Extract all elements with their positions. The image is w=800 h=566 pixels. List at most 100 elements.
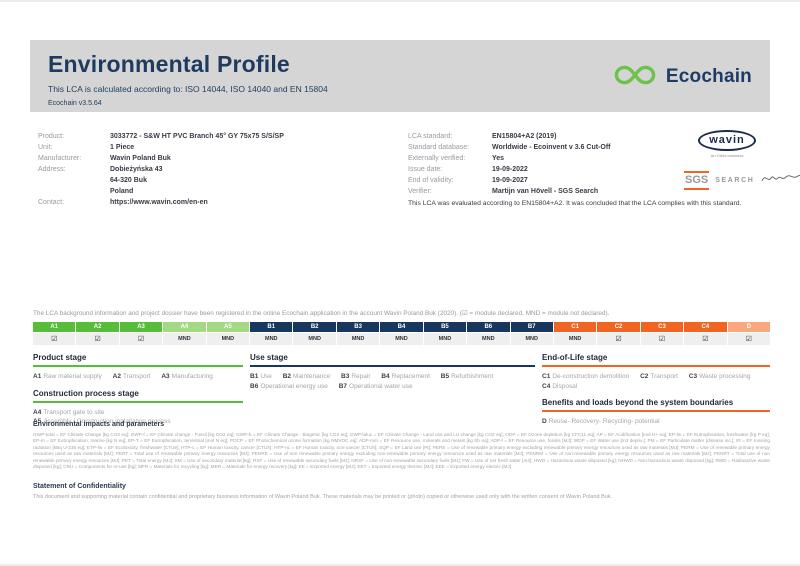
confidentiality-text: This document and supporting material co… bbox=[33, 494, 613, 500]
module-cell-c4: C4 bbox=[684, 322, 727, 332]
construction-stage-heading: Construction process stage bbox=[33, 389, 243, 403]
info-row-issue-date: Issue date: 19-09-2022 bbox=[408, 164, 611, 175]
module-status-c4: ☑ bbox=[684, 333, 727, 345]
module-cell-d: D bbox=[727, 322, 770, 332]
unit-value: 1 Piece bbox=[110, 144, 135, 151]
info-row-product: Product: 3033772 - S&W HT PVC Branch 45°… bbox=[38, 131, 284, 142]
module-status-b3: MND bbox=[336, 333, 380, 345]
sgs-search-label: SEARCH bbox=[715, 177, 755, 184]
stage-item-code: C4 bbox=[542, 382, 551, 390]
info-row-verifier: Verifier: Martijn van Hövell - SGS Searc… bbox=[408, 186, 611, 197]
stage-item-b4: B4 Replacement bbox=[381, 373, 430, 380]
module-status-b4: MND bbox=[380, 333, 423, 345]
stage-item-desc: Maintenance bbox=[293, 373, 331, 380]
info-label: Standard database: bbox=[408, 144, 470, 151]
stage-item-code: C2 bbox=[640, 373, 649, 380]
registration-note: The LCA background information and proje… bbox=[33, 310, 610, 317]
ecochain-logo: Ecochain bbox=[613, 63, 752, 92]
module-cell-b5: B5 bbox=[423, 322, 467, 332]
stage-item-b1: B1 Use bbox=[250, 373, 272, 380]
module-status-a3: ☑ bbox=[119, 333, 163, 345]
header-text-block: Environmental Profile This LCA is calcul… bbox=[48, 51, 328, 107]
stage-item-desc: Refurbishment bbox=[451, 373, 494, 380]
stage-item-d: D Reuse- Recovery- Recycling- potential bbox=[542, 418, 660, 425]
confidentiality-heading: Statement of Confidentiality bbox=[33, 483, 126, 490]
module-cell-b3: B3 bbox=[336, 322, 380, 332]
stage-item-code: B3 bbox=[341, 373, 350, 380]
stage-item-c2: C2 Transport bbox=[640, 373, 678, 380]
eol-stage-items: C1 De-construction demolition C2 Transport… bbox=[542, 372, 770, 391]
wavin-tagline: An Orbia business bbox=[710, 153, 744, 158]
info-row-unit: Unit: 1 Piece bbox=[38, 142, 284, 153]
stage-item-desc: Transport bbox=[122, 373, 151, 380]
module-status-a2: ☑ bbox=[76, 333, 119, 345]
info-row-address: Address: Dobieżyńska 43 64-320 Buk Polan… bbox=[38, 164, 284, 197]
module-cell-b1: B1 bbox=[250, 322, 293, 332]
eol-stage-line-2: C4 Disposal bbox=[542, 382, 770, 392]
issue-date-value: 19-09-2022 bbox=[492, 166, 528, 173]
module-cell-b7: B7 bbox=[510, 322, 553, 332]
module-status-c1: MND bbox=[553, 333, 597, 345]
sgs-search-logo: SGS SEARCH bbox=[684, 171, 800, 190]
stage-item-b2: B2 Maintenance bbox=[283, 373, 331, 380]
module-cell-a2: A2 bbox=[76, 322, 119, 332]
module-cell-b4: B4 bbox=[380, 322, 423, 332]
info-label: Address: bbox=[38, 166, 66, 173]
stage-item-desc: Replacement bbox=[391, 373, 430, 380]
stage-item-b3: B3 Repair bbox=[341, 373, 370, 380]
product-stage-heading: Product stage bbox=[33, 353, 243, 367]
stage-item-code: C1 bbox=[542, 373, 551, 380]
module-status-b1: MND bbox=[250, 333, 293, 345]
eol-stage-column: End-of-Life stage C1 De-construction demo… bbox=[542, 353, 770, 434]
verified-value: Yes bbox=[492, 155, 505, 162]
construction-stage-items: A4 Transport gate to site A5 Assembly / Co… bbox=[33, 408, 243, 427]
module-status-b7: MND bbox=[510, 333, 553, 345]
stage-item-code: B2 bbox=[282, 373, 291, 380]
stage-item-c4: C4 Disposal bbox=[542, 383, 577, 390]
module-declaration-bar: A1 A2 A3 A4 A5 B1 B2 B3 B4 B5 B6 B7 C1 C… bbox=[33, 322, 770, 345]
module-cell-c3: C3 bbox=[640, 322, 684, 332]
stage-item-desc: Waste processing bbox=[699, 373, 751, 380]
module-status-c2: ☑ bbox=[597, 333, 640, 345]
stage-item-desc: De-construction demolition bbox=[552, 373, 630, 380]
stage-item-code: A5 bbox=[33, 418, 42, 425]
stage-item-desc: Operational energy use bbox=[260, 382, 328, 390]
stage-item-code: A4 bbox=[33, 408, 42, 416]
stage-item-code: B5 bbox=[440, 373, 450, 380]
info-row-manufacturer: Manufacturer: Wavin Poland Buk bbox=[38, 153, 284, 164]
header-version: Ecochain v3.5.64 bbox=[48, 100, 102, 107]
stage-item-a5: A5 Assembly / Construction installation p… bbox=[33, 417, 243, 427]
stage-item-desc: Disposal bbox=[552, 382, 578, 390]
ecochain-wordmark: Ecochain bbox=[665, 66, 752, 87]
stage-item-desc: Repair bbox=[351, 373, 371, 380]
info-label: Issue date: bbox=[408, 166, 443, 173]
stage-item-a2: A2 Transport bbox=[113, 373, 151, 380]
stage-item-code: A1 bbox=[33, 373, 42, 380]
module-status-a1: ☑ bbox=[33, 333, 76, 345]
stage-item-desc: Use bbox=[260, 373, 272, 380]
lca-info-table: LCA standard: EN15804+A2 (2019) Standard… bbox=[408, 131, 611, 197]
evaluation-note: This LCA was evaluated according to EN15… bbox=[408, 200, 742, 207]
use-stage-line-2: B6 Operational energy use B7 Operational w… bbox=[250, 382, 535, 392]
stage-item-a1: A1 Raw material supply bbox=[33, 373, 102, 380]
info-label: Externally verified: bbox=[408, 155, 466, 162]
stage-item-code: A2 bbox=[112, 373, 121, 380]
address-value: Dobieżyńska 43 64-320 Buk Poland bbox=[110, 166, 163, 195]
info-label: Verifier: bbox=[408, 188, 432, 195]
info-label: Manufacturer: bbox=[38, 155, 82, 162]
stage-item-code: B6 bbox=[250, 382, 259, 390]
benefits-heading: Benefits and loads beyond the system bou… bbox=[542, 398, 770, 412]
verifier-value: Martijn van Hövell - SGS Search bbox=[492, 188, 599, 195]
info-row-contact: Contact: https://www.wavin.com/en-en bbox=[38, 197, 284, 208]
info-label: Product: bbox=[38, 133, 65, 140]
module-cell-b2: B2 bbox=[293, 322, 336, 332]
info-row-validity: End of validity: 19-09-2027 bbox=[408, 175, 611, 186]
module-cell-c1: C1 bbox=[553, 322, 597, 332]
use-stage-items: B1 Use B2 Maintenance B3 Repair B4 Replaceme… bbox=[250, 372, 535, 391]
stage-item-b5: B5 Refurbishment bbox=[441, 373, 494, 380]
module-status-c3: ☑ bbox=[640, 333, 684, 345]
page-title: Environmental Profile bbox=[48, 51, 290, 77]
contact-url-link[interactable]: https://www.wavin.com/en-en bbox=[110, 199, 208, 206]
module-cell-a5: A5 bbox=[206, 322, 250, 332]
